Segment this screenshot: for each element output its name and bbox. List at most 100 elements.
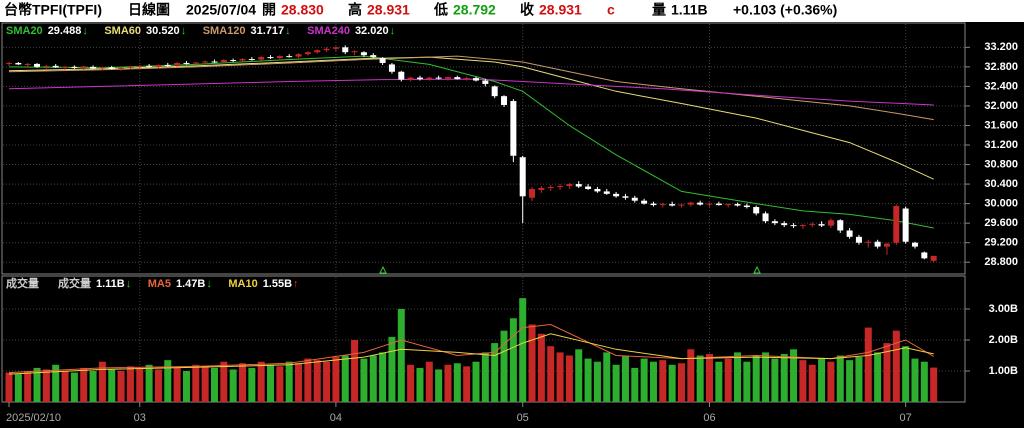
volume-bar xyxy=(575,349,583,402)
x-tick-label: 04 xyxy=(330,412,342,424)
volume-bar xyxy=(341,355,349,402)
volume-bar xyxy=(276,366,284,402)
candle-body xyxy=(547,187,554,189)
volume-bar xyxy=(332,357,340,402)
ma-line xyxy=(8,78,934,106)
volume-bar xyxy=(267,364,275,402)
volume-bar xyxy=(500,330,508,402)
volume-bar xyxy=(481,352,489,402)
candle-body xyxy=(164,64,171,66)
high: 28.931 xyxy=(367,2,410,18)
candle-body xyxy=(538,187,545,190)
volume-bar xyxy=(556,352,564,402)
volume-bar xyxy=(892,330,900,402)
volume-bar xyxy=(846,360,854,402)
candle-body xyxy=(388,64,395,72)
close: 28.931 xyxy=(539,2,582,18)
y-tick-label: 3.00B xyxy=(989,303,1018,315)
symbol: 台幣TPFI(TPFI) xyxy=(4,2,102,18)
volume-bar xyxy=(743,361,751,402)
ma-line xyxy=(8,55,934,229)
candle-body xyxy=(220,60,227,62)
volume-bar xyxy=(136,367,144,402)
volume: 1.11B xyxy=(671,2,708,18)
legend-arrow: ↓ xyxy=(181,25,187,37)
volume-bar xyxy=(145,364,153,402)
candle-body xyxy=(809,224,816,226)
ma-line xyxy=(8,323,934,374)
volume-bar xyxy=(369,355,377,402)
volume-bar xyxy=(313,360,321,402)
volume-bar xyxy=(98,361,106,402)
legend-name: MA10 xyxy=(228,278,257,290)
candle-body xyxy=(762,213,769,222)
candle-body xyxy=(622,196,629,198)
volume-bar xyxy=(874,352,882,402)
volume-bar xyxy=(257,361,265,402)
candle-body xyxy=(865,241,872,243)
candle-body xyxy=(426,77,433,80)
volume-bar xyxy=(780,353,788,402)
volume-bar xyxy=(790,349,798,402)
volume-bar xyxy=(715,361,723,402)
legend-value: 1.11B xyxy=(96,278,125,290)
volume-bar xyxy=(416,367,424,402)
date: 2025/07/04 xyxy=(186,2,256,18)
candle-body xyxy=(613,193,620,197)
legend-name: 成交量 xyxy=(58,276,91,290)
volume-bar xyxy=(444,364,452,402)
volume-bar xyxy=(453,363,461,402)
candle-body xyxy=(24,63,31,65)
period: 日線圖 xyxy=(128,2,170,18)
candle-body xyxy=(435,77,442,79)
legend-value: 1.47B xyxy=(176,278,205,290)
candle-body xyxy=(267,57,274,59)
candle-body xyxy=(416,77,423,80)
volume-bar xyxy=(799,360,807,402)
legend-name: MA5 xyxy=(148,278,171,290)
volume-bar xyxy=(192,364,200,402)
y-tick-label: 30.000 xyxy=(984,198,1018,210)
volume-bar xyxy=(649,361,657,402)
volume-bar xyxy=(491,343,499,402)
candle-body xyxy=(585,186,592,189)
candle-body xyxy=(286,56,293,58)
candle-body xyxy=(650,203,657,206)
volume-bar xyxy=(220,361,228,402)
ma-line xyxy=(8,56,934,180)
candle-body xyxy=(930,255,937,261)
header-bar xyxy=(0,0,1024,22)
volume-bar xyxy=(584,358,592,402)
candle-body xyxy=(631,197,638,201)
y-tick-label: 31.200 xyxy=(984,139,1018,151)
volume-label: 量 xyxy=(652,2,666,18)
candle-body xyxy=(239,59,246,61)
volume-bar xyxy=(659,360,667,402)
candle-body xyxy=(118,67,125,69)
volume-bar xyxy=(883,343,891,402)
volume-bar xyxy=(519,298,527,402)
volume-bar xyxy=(565,355,573,402)
legend-value: 31.717 xyxy=(250,25,284,37)
candle-body xyxy=(659,204,666,206)
candle-body xyxy=(52,65,59,68)
x-tick-label: 06 xyxy=(703,412,715,424)
y-tick-label: 33.200 xyxy=(984,41,1018,53)
candle-body xyxy=(90,66,97,69)
volume-bar xyxy=(677,363,685,402)
candle-body xyxy=(846,230,853,237)
volume-bar xyxy=(762,352,770,402)
volume-bar xyxy=(855,357,863,402)
candle-body xyxy=(771,221,778,224)
volume-bar xyxy=(435,369,443,402)
volume-bar xyxy=(818,358,826,402)
volume-bar xyxy=(351,340,359,402)
volume-bar xyxy=(621,355,629,402)
volume-bar xyxy=(724,358,732,402)
volume-bar xyxy=(210,367,218,402)
candle-body xyxy=(183,62,190,64)
candle-body xyxy=(790,225,797,227)
volume-bar xyxy=(911,358,919,402)
candle-body xyxy=(295,54,302,57)
volume-bar xyxy=(229,369,237,402)
